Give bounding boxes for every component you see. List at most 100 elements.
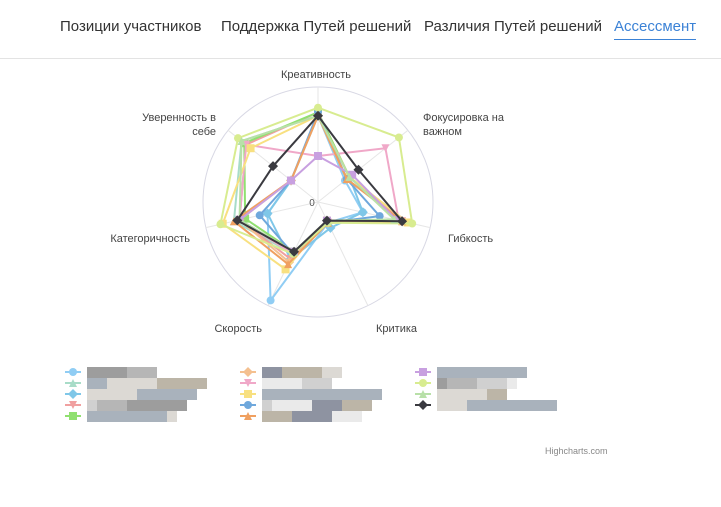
legend-pixel: [447, 367, 457, 378]
legend-pixel: [272, 367, 282, 378]
marker: [216, 220, 225, 229]
legend-item[interactable]: [415, 378, 517, 389]
tab[interactable]: Поддержка Путей решений: [221, 18, 412, 35]
marker: [241, 214, 250, 223]
legend-pixel: [97, 367, 107, 378]
spoke: [317, 129, 409, 203]
legend-pixel: [302, 400, 312, 411]
legend-pixel: [282, 367, 292, 378]
legend-item[interactable]: [65, 389, 197, 400]
legend-item[interactable]: [65, 367, 157, 378]
marker: [244, 379, 252, 387]
legend-item[interactable]: [65, 378, 207, 389]
legend-pixel: [107, 411, 117, 422]
legend-pixel: [272, 378, 282, 389]
legend-pixel: [187, 389, 197, 400]
legend-pixel: [352, 400, 362, 411]
legend-pixel: [437, 367, 447, 378]
legend-pixel: [157, 389, 167, 400]
marker: [287, 176, 296, 185]
tab[interactable]: Ассессмент: [614, 18, 697, 40]
marker: [244, 412, 252, 420]
legend-pixel: [467, 389, 477, 400]
legend-item[interactable]: [240, 389, 382, 400]
legend-pixel: [322, 400, 332, 411]
legend-pixel: [127, 400, 137, 411]
marker: [357, 207, 368, 218]
legend-item[interactable]: [240, 367, 342, 378]
legend-item[interactable]: [65, 400, 187, 411]
legend-item[interactable]: [415, 400, 557, 411]
legend-pixel: [177, 389, 187, 400]
legend-pixel: [272, 400, 282, 411]
legend-pixel: [107, 400, 117, 411]
legend-pixel: [127, 389, 137, 400]
legend-item[interactable]: [415, 367, 527, 378]
legend-pixel: [437, 378, 447, 389]
legend-pixel: [117, 411, 127, 422]
legend-pixel: [292, 400, 302, 411]
legend-pixel: [302, 411, 312, 422]
legend-pixel: [507, 378, 517, 389]
tab[interactable]: Позиции участников: [60, 18, 202, 35]
legend-pixel: [147, 411, 157, 422]
legend-pixel: [262, 411, 272, 422]
legend-pixel: [292, 389, 302, 400]
legend-item[interactable]: [65, 411, 177, 422]
marker: [246, 144, 255, 153]
legend-pixel: [537, 400, 547, 411]
axis-label: Гибкость: [448, 233, 494, 245]
legend-pixel: [332, 411, 342, 422]
legend-pixel: [197, 378, 207, 389]
legend-pixel: [437, 389, 447, 400]
legend-pixel: [467, 367, 477, 378]
marker: [314, 152, 322, 160]
tab[interactable]: Различия Путей решений: [424, 18, 602, 35]
legend-pixel: [332, 367, 342, 378]
legend-pixel: [322, 389, 332, 400]
marker: [408, 219, 417, 228]
legend-pixel: [107, 389, 117, 400]
legend-item[interactable]: [240, 400, 372, 411]
marker: [397, 216, 408, 227]
legend-pixel: [342, 389, 352, 400]
legend-pixel: [467, 400, 477, 411]
legend-pixel: [342, 411, 352, 422]
credit[interactable]: Highcharts.com: [545, 446, 608, 456]
legend-pixel: [527, 400, 537, 411]
marker: [314, 103, 322, 112]
legend-pixel: [487, 367, 497, 378]
legend-pixel: [437, 400, 447, 411]
legend-pixel: [87, 411, 97, 422]
legend-pixel: [497, 389, 507, 400]
legend-pixel: [467, 378, 477, 389]
legend-pixel: [157, 378, 167, 389]
marker: [69, 401, 77, 409]
legend-pixel: [97, 389, 107, 400]
legend-pixel: [157, 400, 167, 411]
legend-pixel: [477, 400, 487, 411]
marker: [255, 211, 264, 220]
legend-pixel: [292, 367, 302, 378]
legend-pixel: [272, 411, 282, 422]
legend-pixel: [447, 389, 457, 400]
series-line: [219, 106, 414, 255]
legend-item[interactable]: [240, 378, 332, 389]
legend-pixel: [362, 389, 372, 400]
legend-item[interactable]: [415, 389, 507, 400]
legend-pixel: [457, 389, 467, 400]
legend-item[interactable]: [240, 411, 362, 422]
legend-pixel: [352, 389, 362, 400]
marker: [353, 164, 364, 175]
legend-pixel: [292, 378, 302, 389]
legend-pixel: [517, 367, 527, 378]
axis-label: Креативность: [281, 69, 352, 81]
legend-pixel: [262, 389, 272, 400]
axis-label: Уверенность в себе: [142, 112, 216, 138]
legend-pixel: [117, 378, 127, 389]
axis-label: Критика: [376, 323, 418, 335]
marker: [419, 379, 427, 387]
legend-pixel: [457, 378, 467, 389]
legend-pixel: [137, 378, 147, 389]
legend-pixel: [187, 378, 197, 389]
